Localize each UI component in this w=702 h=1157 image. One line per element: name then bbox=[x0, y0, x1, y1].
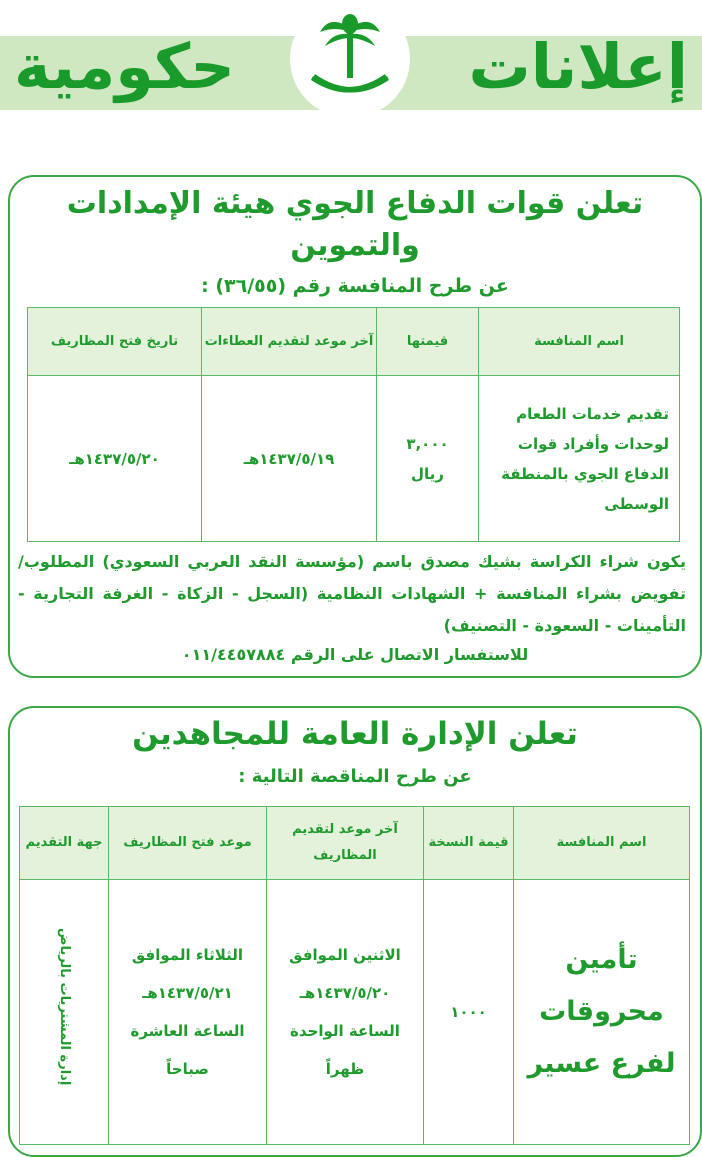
table-row: تقديم خدمات الطعام لوحدات وأفراد قوات ال… bbox=[27, 375, 680, 542]
cell-value: ٣,٠٠٠ ريال bbox=[376, 375, 479, 542]
ad1-paragraph: يكون شراء الكراسة بشيك مصدق باسم (مؤسسة … bbox=[18, 552, 686, 635]
ad2-subtitle: عن طرح المناقصة التالية : bbox=[238, 766, 472, 787]
cell-value: ١٠٠٠ bbox=[423, 879, 514, 1145]
ad-mujahideen: تعلن الإدارة العامة للمجاهدين عن طرح الم… bbox=[8, 706, 702, 1157]
cell-opening: ١٤٣٧/٥/٢٠هـ bbox=[27, 375, 202, 542]
opening-day: الثلاثاء الموافق bbox=[131, 946, 244, 964]
cell-deadline: الاثنين الموافق ١٤٣٧/٥/٢٠هـ الساعة الواح… bbox=[266, 879, 424, 1145]
table-header-row: اسم المنافسة قيمتها آخر موعد لتقديم العط… bbox=[27, 307, 680, 376]
deadline-hour: الساعة الواحدة bbox=[290, 1022, 400, 1040]
header-word-government: حكومية bbox=[14, 30, 235, 103]
cell-deadline: ١٤٣٧/٥/١٩هـ bbox=[201, 375, 377, 542]
ad2-title: تعلن الإدارة العامة للمجاهدين bbox=[132, 716, 578, 752]
deadline-period: ظهراً bbox=[325, 1060, 365, 1078]
header-banner: إعلانات حكومية bbox=[0, 0, 702, 150]
deadline-day: الاثنين الموافق bbox=[289, 946, 401, 964]
table-header-row: اسم المنافسة قيمة النسخة آخر موعد لتقديم… bbox=[19, 806, 690, 880]
ad2-table: اسم المنافسة قيمة النسخة آخر موعد لتقديم… bbox=[19, 806, 690, 1145]
value-amount: ٣,٠٠٠ bbox=[406, 434, 449, 453]
col-opening: تاريخ فتح المظاريف bbox=[27, 307, 202, 376]
col-name: اسم المنافسة bbox=[513, 806, 690, 880]
deadline-date: ١٤٣٧/٥/٢٠هـ bbox=[299, 984, 391, 1002]
palm-swords-emblem-icon bbox=[290, 0, 410, 118]
col-opening: موعد فتح المظاريف bbox=[108, 806, 267, 880]
table-row: تأمين محروقات لفرع عسير ١٠٠٠ الاثنين الم… bbox=[19, 879, 690, 1145]
opening-date: ١٤٣٧/٥/٢١هـ bbox=[142, 984, 233, 1002]
ad-air-defense: تعلن قوات الدفاع الجوي هيئة الإمدادات وا… bbox=[8, 175, 702, 678]
cell-opening: الثلاثاء الموافق ١٤٣٧/٥/٢١هـ الساعة العا… bbox=[108, 879, 267, 1145]
col-authority: جهة التقديم bbox=[19, 806, 109, 880]
authority-text: إدارة المشتريات بالرياض bbox=[57, 928, 72, 1086]
col-copy-value: قيمة النسخة bbox=[423, 806, 514, 880]
col-name: اسم المنافسة bbox=[478, 307, 680, 376]
col-deadline: آخر موعد لتقديم العطاءات bbox=[201, 307, 377, 376]
ad1-table: اسم المنافسة قيمتها آخر موعد لتقديم العط… bbox=[27, 307, 680, 542]
cell-name: تقديم خدمات الطعام لوحدات وأفراد قوات ال… bbox=[478, 375, 680, 542]
cell-name: تأمين محروقات لفرع عسير bbox=[513, 879, 690, 1145]
cell-authority: إدارة المشتريات بالرياض bbox=[19, 879, 109, 1145]
ad1-subtitle: عن طرح المنافسة رقم (٣٦/٥٥) : bbox=[201, 275, 509, 297]
header-word-announcements: إعلانات bbox=[468, 30, 688, 103]
col-value: قيمتها bbox=[376, 307, 479, 376]
opening-hour: الساعة العاشرة bbox=[130, 1022, 245, 1040]
value-currency: ريال bbox=[411, 464, 444, 483]
col-deadline: آخر موعد لتقديم المظاريف bbox=[266, 806, 424, 880]
ad1-title: تعلن قوات الدفاع الجوي هيئة الإمدادات وا… bbox=[66, 186, 644, 263]
opening-period: صباحاً bbox=[166, 1060, 209, 1078]
ad1-contact: للاستفسار الاتصال على الرقم ٠١١/٤٤٥٧٨٨٤ bbox=[181, 645, 529, 664]
